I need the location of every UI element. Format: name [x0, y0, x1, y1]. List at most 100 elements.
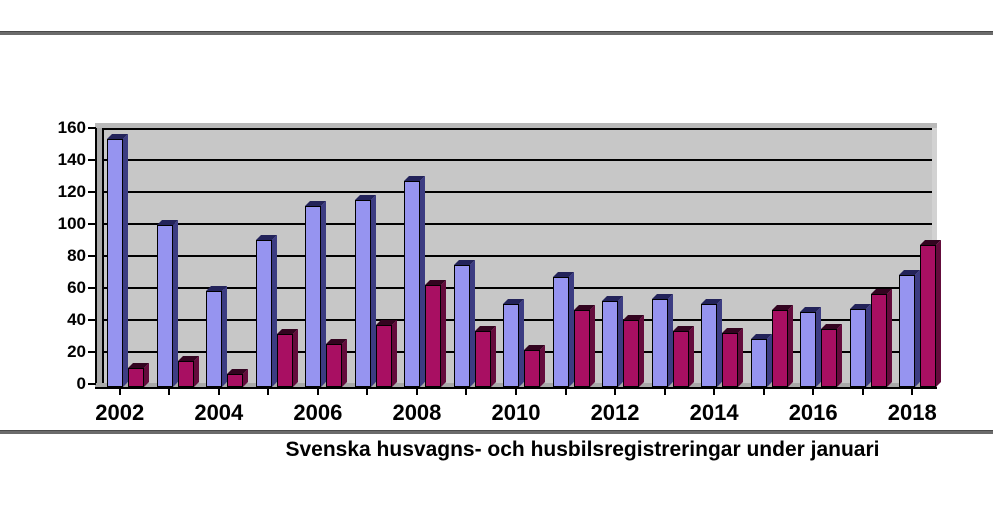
- bar-top-face: [602, 296, 623, 301]
- y-axis-tick: [88, 383, 96, 385]
- bar-top-face: [772, 305, 793, 310]
- bar-side-face: [243, 369, 248, 387]
- x-axis-tick: [168, 389, 171, 395]
- x-axis-tick: [812, 389, 815, 395]
- bar-top-face: [524, 345, 545, 350]
- x-axis-tick: [465, 389, 468, 395]
- bar: [454, 265, 470, 387]
- bar-top-face: [920, 240, 941, 245]
- bar: [326, 344, 342, 387]
- x-axis-label: 2004: [194, 400, 244, 425]
- bar-top-face: [157, 220, 178, 225]
- bar-side-face: [293, 329, 298, 387]
- bar-side-face: [866, 304, 871, 387]
- bar-top-face: [227, 369, 248, 374]
- gridline: [104, 159, 932, 161]
- bar-side-face: [371, 195, 376, 387]
- bar-top-face: [821, 324, 842, 329]
- bar-side-face: [717, 299, 722, 387]
- bar-top-face: [899, 270, 920, 275]
- plot-left-wall: [95, 128, 104, 385]
- plot-top-edge: [95, 123, 937, 130]
- bar-top-face: [277, 329, 298, 334]
- y-axis-label: 100: [57, 214, 86, 233]
- gridline: [104, 223, 932, 225]
- bar-top-face: [107, 134, 128, 139]
- bar: [178, 361, 194, 387]
- bar-side-face: [222, 286, 227, 387]
- bar: [376, 325, 392, 387]
- x-axis-tick: [316, 389, 319, 395]
- bar-top-face: [454, 260, 475, 265]
- bar-side-face: [788, 305, 793, 387]
- bar-top-face: [326, 339, 347, 344]
- bar: [701, 304, 717, 387]
- bar: [920, 245, 936, 387]
- x-axis-tick: [515, 389, 517, 395]
- bar-side-face: [915, 270, 920, 387]
- x-axis-tick: [118, 389, 121, 395]
- x-axis-label: 2016: [788, 400, 838, 425]
- bar-top-face: [800, 307, 821, 312]
- bar-top-face: [751, 334, 772, 339]
- bar: [206, 291, 222, 387]
- bar-side-face: [639, 315, 644, 387]
- bar-side-face: [668, 294, 673, 387]
- x-axis-label: 2010: [491, 400, 541, 425]
- bar: [623, 320, 639, 387]
- bar: [425, 285, 441, 387]
- bar-side-face: [272, 235, 277, 387]
- bar: [652, 299, 668, 387]
- bar: [305, 206, 321, 387]
- x-axis-label: 2006: [293, 400, 343, 425]
- bar-top-face: [850, 304, 871, 309]
- bar-side-face: [194, 356, 199, 387]
- y-axis-tick: [88, 255, 96, 257]
- bar-side-face: [689, 326, 694, 387]
- x-axis-tick: [713, 389, 716, 395]
- bar-side-face: [470, 260, 475, 387]
- top-divider: [0, 31, 993, 35]
- bar: [574, 310, 590, 387]
- bar-side-face: [173, 220, 178, 387]
- bar-top-face: [475, 326, 496, 331]
- bar-top-face: [652, 294, 673, 299]
- y-axis-label: 80: [67, 246, 86, 265]
- bar: [602, 301, 618, 387]
- x-axis-label: 2002: [95, 400, 145, 425]
- bar: [871, 294, 887, 387]
- y-axis-label: 60: [67, 278, 86, 297]
- x-axis-tick: [762, 389, 765, 395]
- y-axis-tick: [88, 319, 96, 321]
- bar-side-face: [590, 305, 595, 387]
- bar: [227, 374, 243, 387]
- y-axis-tick: [88, 287, 96, 289]
- bar: [404, 181, 420, 387]
- y-axis-label: 140: [57, 150, 86, 169]
- x-axis-label: 2008: [392, 400, 442, 425]
- gridline: [104, 287, 932, 289]
- bar-side-face: [618, 296, 623, 387]
- bar-side-face: [936, 240, 941, 387]
- bar-top-face: [673, 326, 694, 331]
- x-axis-line: [95, 387, 937, 389]
- x-axis-tick: [217, 389, 220, 395]
- bar-side-face: [887, 289, 892, 387]
- y-axis-tick: [88, 191, 96, 193]
- x-axis-tick: [614, 389, 617, 395]
- bar-side-face: [342, 339, 347, 387]
- bar-top-face: [503, 299, 524, 304]
- bar: [800, 312, 816, 387]
- bar-side-face: [321, 201, 326, 387]
- bar: [899, 275, 915, 387]
- bar-top-face: [553, 272, 574, 277]
- bar: [850, 309, 866, 387]
- bar: [503, 304, 519, 387]
- gridline: [104, 191, 932, 193]
- x-axis-label: 2012: [590, 400, 640, 425]
- y-axis-tick: [88, 351, 96, 353]
- bar: [355, 200, 371, 387]
- bar-side-face: [491, 326, 496, 387]
- x-axis-tick: [267, 389, 270, 395]
- y-axis-tick: [88, 159, 96, 161]
